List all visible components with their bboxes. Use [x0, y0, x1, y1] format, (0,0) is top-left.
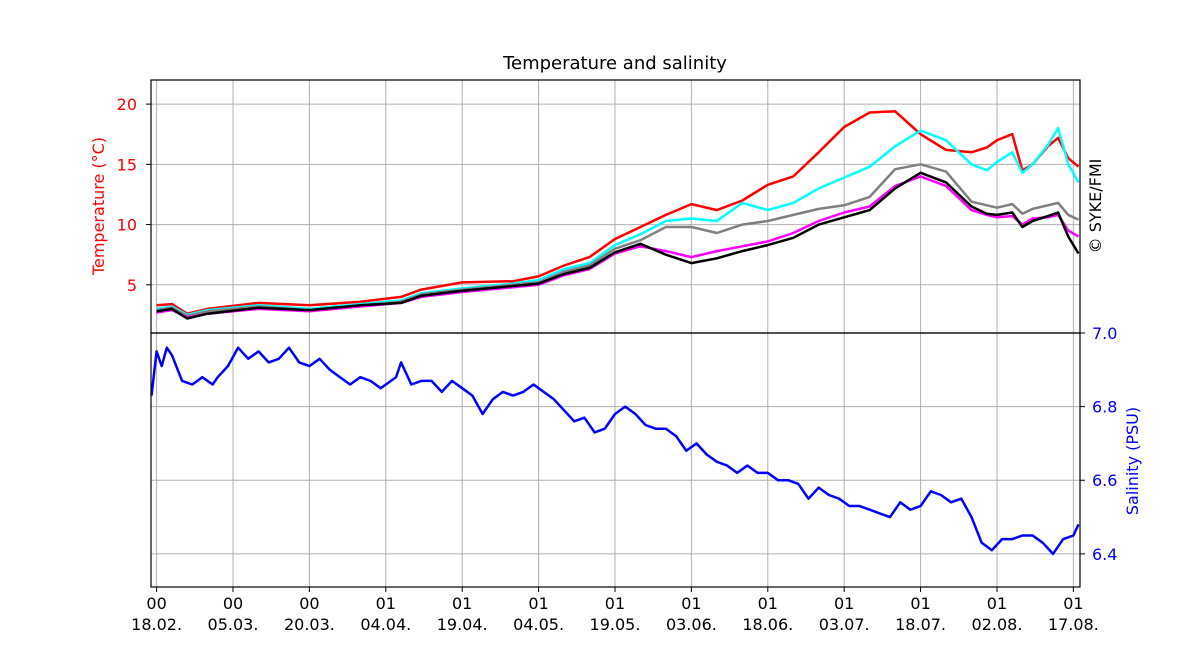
- temperature-series-line: [156, 126, 1080, 317]
- x-tick-label-date: 04.04.: [360, 615, 411, 634]
- x-tick-label-date: 18.02.: [131, 615, 182, 634]
- x-tick-label-top: 01: [681, 594, 701, 613]
- x-tick-label-top: 00: [223, 594, 243, 613]
- temperature-series-line: [156, 163, 1080, 318]
- temperature-series-line: [156, 171, 1080, 320]
- temperature-y-tick-label: 15: [117, 155, 137, 174]
- temperature-y-tick-label: 10: [117, 216, 137, 235]
- chart-title: Temperature and salinity: [502, 53, 727, 74]
- x-tick-label-date: 18.07.: [895, 615, 946, 634]
- x-tick-label-date: 02.08.: [972, 615, 1023, 634]
- salinity-y-tick-label: 7.0: [1092, 324, 1117, 343]
- salinity-y-tick-label: 6.6: [1092, 471, 1117, 490]
- x-tick-label-top: 01: [910, 594, 930, 613]
- x-tick-label-top: 01: [452, 594, 472, 613]
- salinity-axes-frame: [150, 332, 1081, 588]
- temperature-axes-frame: [150, 79, 1081, 334]
- series-layer: [150, 110, 1080, 556]
- x-tick-label-date: 20.03.: [284, 615, 335, 634]
- x-tick-label-date: 19.04.: [437, 615, 488, 634]
- temperature-series-line: [156, 110, 1080, 315]
- x-tick-label-date: 19.05.: [590, 615, 641, 634]
- x-tick-label-top: 01: [605, 594, 625, 613]
- x-tick-label-date: 03.06.: [666, 615, 717, 634]
- temperature-y-tick-label: 5: [127, 276, 137, 295]
- salinity-y-tick-label: 6.4: [1092, 545, 1117, 564]
- x-tick-label-top: 01: [834, 594, 854, 613]
- x-tick-label-date: 05.03.: [208, 615, 259, 634]
- x-tick-label-date: 03.07.: [819, 615, 870, 634]
- copyright-text: © SYKE/FMI: [1086, 159, 1105, 254]
- x-tick-label-top: 01: [1063, 594, 1083, 613]
- x-tick-label-date: 17.08.: [1048, 615, 1099, 634]
- x-tick-label-top: 01: [376, 594, 396, 613]
- temperature-y-tick-label: 20: [117, 95, 137, 114]
- x-tick-label-top: 00: [146, 594, 166, 613]
- x-tick-label-date: 18.06.: [742, 615, 793, 634]
- x-tick-label-top: 00: [299, 594, 319, 613]
- salinity-y-tick-label: 6.8: [1092, 398, 1117, 417]
- axes-layer: [150, 79, 1081, 588]
- salinity-series-line: [150, 346, 1080, 556]
- salinity-axis-label: Salinity (PSU): [1123, 407, 1142, 515]
- x-tick-label-top: 01: [758, 594, 778, 613]
- ticks-layer: 00 18.02. 00 05.03. 00 20.03. 01 04.04. 01 19.04.…: [117, 95, 1118, 634]
- temperature-axis-label: Temperature (°C): [89, 137, 108, 276]
- x-tick-label-top: 01: [528, 594, 548, 613]
- x-tick-label-date: 04.05.: [513, 615, 564, 634]
- x-tick-label-top: 01: [987, 594, 1007, 613]
